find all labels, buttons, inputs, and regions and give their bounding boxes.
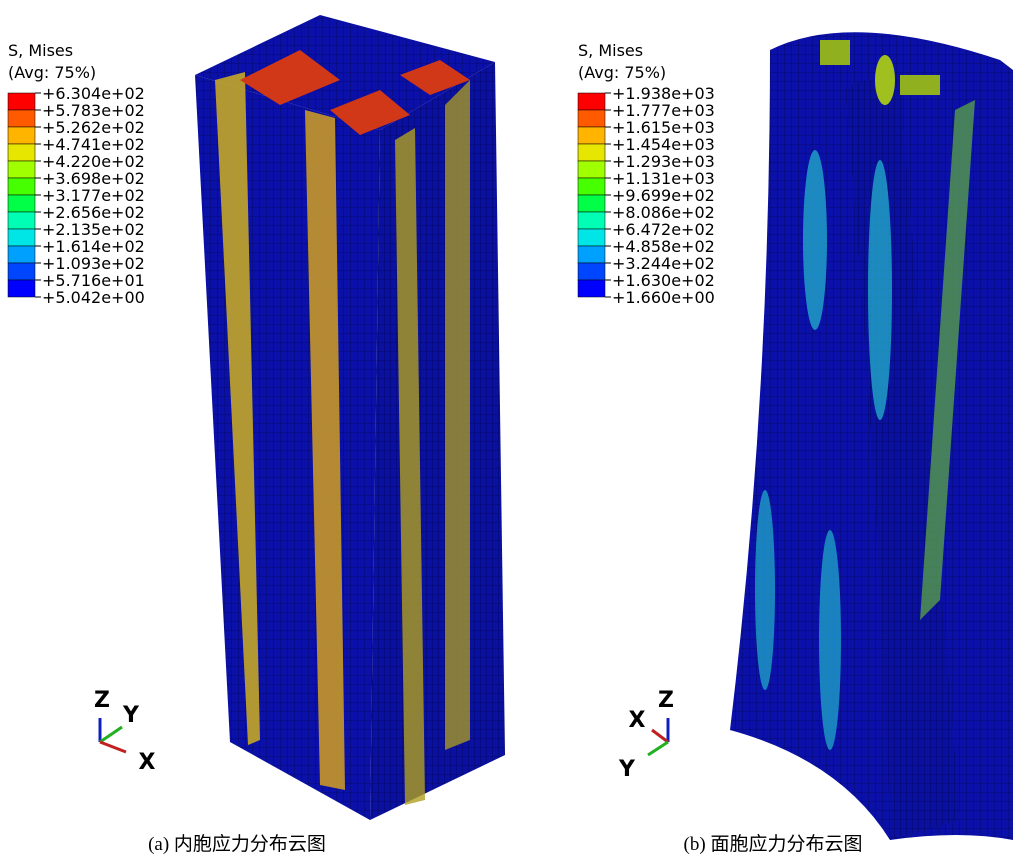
legend-swatch — [8, 93, 35, 110]
legend-swatch — [8, 246, 35, 263]
caption: (b) 面胞应力分布云图 — [684, 833, 863, 855]
triad-b — [648, 718, 668, 755]
axis-label: Y — [122, 703, 140, 728]
legend-swatch — [578, 178, 605, 195]
legend-swatch — [8, 229, 35, 246]
axis-label: Z — [94, 688, 110, 713]
legend-swatch — [8, 178, 35, 195]
legend-swatch — [8, 280, 35, 297]
legend-swatch — [8, 161, 35, 178]
legend-swatch — [578, 195, 605, 212]
axis-label: Z — [658, 688, 674, 713]
legend-swatch — [8, 263, 35, 280]
axis-label: X — [629, 708, 646, 733]
figure: Z Y X Z X Y (a) 内胞应力分布云图 (b) 面胞应力分布云图 S,… — [0, 0, 1013, 855]
legend-title: S, Mises — [8, 41, 73, 60]
axis-label: X — [139, 750, 156, 775]
legend-swatch — [8, 127, 35, 144]
legend-label: +1.660e+00 — [612, 288, 715, 307]
legend-swatch — [578, 212, 605, 229]
legend-swatch — [578, 161, 605, 178]
legend-subtitle: (Avg: 75%) — [578, 63, 666, 82]
legend-swatch — [578, 127, 605, 144]
legend-swatch — [8, 212, 35, 229]
legend-swatch — [578, 263, 605, 280]
legend-swatch — [578, 229, 605, 246]
legend-swatch — [8, 195, 35, 212]
specimen-a — [195, 15, 505, 820]
legend-swatch — [578, 144, 605, 161]
legend-swatch — [578, 110, 605, 127]
legend-swatch — [8, 144, 35, 161]
legend-title: S, Mises — [578, 41, 643, 60]
legend-swatch — [578, 246, 605, 263]
legend-swatch — [578, 280, 605, 297]
specimen-b — [730, 32, 1013, 840]
legend-label: +5.042e+00 — [42, 288, 145, 307]
legend-swatch — [8, 110, 35, 127]
legend-subtitle: (Avg: 75%) — [8, 63, 96, 82]
legend-swatch — [578, 93, 605, 110]
axis-label: Y — [618, 757, 636, 782]
caption: (a) 内胞应力分布云图 — [148, 833, 326, 855]
